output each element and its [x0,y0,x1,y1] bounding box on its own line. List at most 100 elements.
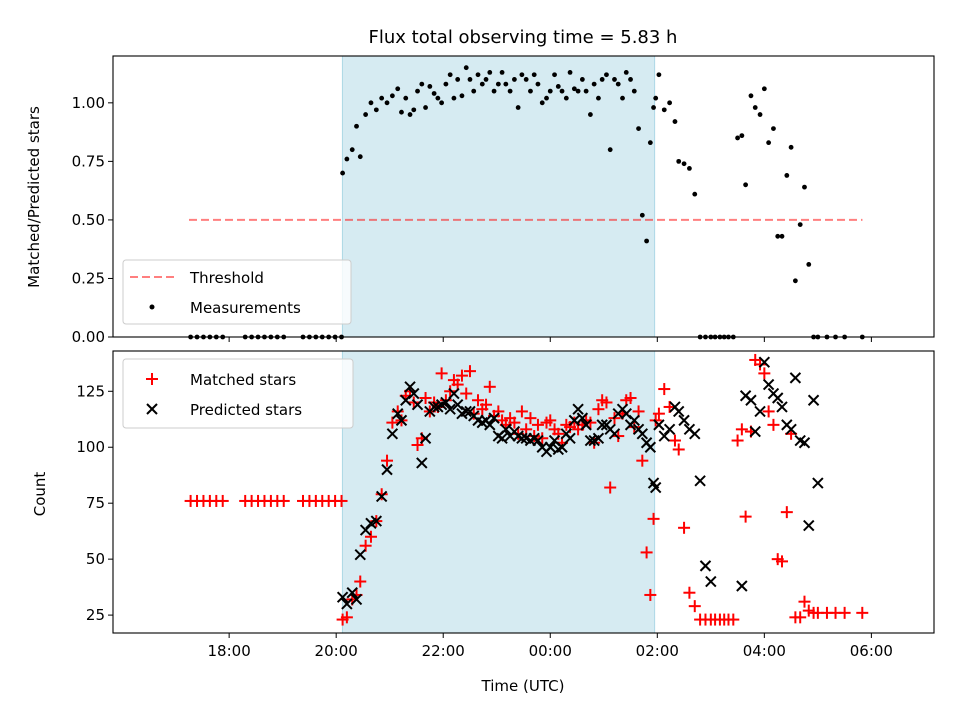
matched-star-point [838,606,851,619]
matched-star-point [640,546,653,559]
measurement-point [479,81,485,87]
measurement-point [447,72,453,78]
bottom-y-tick-label: 100 [76,438,105,456]
bottom-y-tick-label: 50 [86,550,105,568]
measurement-point [766,140,772,146]
matched-star-point [668,434,681,447]
measurement-point [495,81,501,87]
measurement-point [802,184,807,190]
measurement-point [692,191,698,197]
matched-star-point [536,432,549,445]
bottom-y-tick-label: 125 [76,382,105,400]
measurement-point [792,278,798,284]
measurement-point [571,86,577,92]
measurement-point [588,112,593,117]
predicted-star-point [556,441,568,453]
matched-star-point [658,383,671,396]
measurement-point [797,222,803,228]
measurement-point [591,81,597,87]
measurement-point [779,233,785,239]
bottom-x-ticks: 18:00 20:00 22:00 00:00 02:00 04:00 06:00 [208,633,893,660]
top-y-ticks: 0.00 0.25 0.50 0.75 1.00 [72,94,113,346]
matched-star-point [544,414,557,427]
matched-star-point [754,358,767,371]
measurement-point [653,95,659,101]
predicted-star-point [448,387,460,400]
measurement-point [363,112,369,117]
predicted-star-point [776,401,788,413]
measurement-point [475,72,481,78]
matched-star-point [688,600,701,613]
top-y-axis-label: Matched/Predicted stars [25,106,43,288]
observing-window-shade [341,55,656,338]
predicted-star-point [644,441,657,453]
observing-window-shade-bottom [341,350,656,634]
measurement-point [403,95,409,101]
measurement-point [579,77,585,82]
bottom-y-ticks: 25 50 75 100 125 [76,382,113,624]
measurement-point [583,88,589,94]
predicted-star-point [798,437,811,449]
measurement-point [596,95,601,101]
matched-star-point [644,588,657,601]
measurement-point [411,107,417,113]
predicted-star-point [673,405,685,418]
measurement-point [431,91,437,96]
predicted-star-point [488,412,500,424]
measurement-point [752,105,758,110]
predicted-star-point [576,412,589,424]
measurement-points [188,65,865,340]
predicted-star-point [411,399,424,411]
predicted-star-point [386,428,399,440]
predicted-star-point [350,593,363,606]
measurement-point [628,77,633,82]
x-tick-label: 22:00 [422,642,465,660]
predicted-star-point [649,481,662,494]
measurement-point [806,262,812,267]
matched-star-point [735,423,748,436]
predicted-star-point [544,441,556,453]
top-y-tick-label: 0.00 [72,328,105,346]
predicted-star-point [699,560,712,572]
measurement-point [528,88,533,94]
measurement-point [676,158,682,164]
matched-star-point [798,595,811,608]
predicted-star-point [762,378,775,391]
measurement-point [419,81,425,87]
measurement-point [354,123,359,129]
measurement-point [407,112,413,117]
measurement-point [563,95,569,101]
matched-star-point [444,385,457,398]
matched-star-point [524,412,537,425]
measurement-point [503,81,509,87]
predicted-star-point [395,414,408,427]
measurement-point [623,69,629,75]
bottom-legend-box [122,358,354,429]
measurement-point [507,88,513,94]
predicted-star-point [772,392,784,404]
x-tick-label: 20:00 [315,642,358,660]
matched-star-point [472,394,485,407]
bottom-axes-frame [112,350,935,634]
matched-star-point [492,405,505,418]
measurement-point [555,84,561,89]
matched-star-point [624,392,637,404]
predicted-star-point [568,414,581,427]
measurement-point [661,107,667,113]
bottom-y-tick-label: 25 [86,606,105,624]
top-y-tick-label: 1.00 [72,94,105,112]
measurement-point [395,86,401,92]
measurement-point [535,81,541,87]
measurement-point [519,72,525,78]
x-tick-label: 02:00 [636,642,679,660]
measurement-point [435,95,441,101]
matched-star-point [515,405,528,418]
measurement-point [672,119,678,124]
measurement-point [349,147,355,153]
measurement-point [415,88,420,94]
matched-star-point [612,430,625,443]
matched-star-point [531,418,544,431]
ratio-panel: 0.00 0.25 0.50 0.75 1.00 Flux total observin… [25,27,935,346]
matched-star-point [652,407,665,420]
measurement-point [523,77,529,82]
